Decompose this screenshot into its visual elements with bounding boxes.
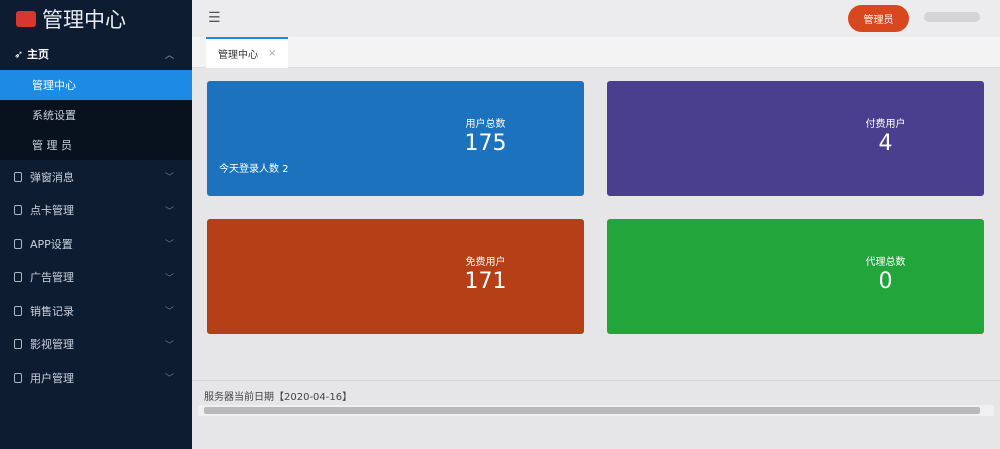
menu-label: 点卡管理: [30, 204, 74, 218]
menu-icon: [14, 272, 22, 283]
menu-chevron: ﹀: [164, 307, 174, 318]
main: ☰ 管理员 管理中心 × 用户总数 175 今天登录人数 2 付费用户 4 免费用户 171 代…: [192, 0, 1000, 449]
scrollbar[interactable]: [198, 405, 994, 416]
card-value: 175: [464, 131, 507, 156]
menu-chevron: ﹀: [164, 240, 174, 251]
menu-group[interactable]: 广告管理 ﹀: [0, 261, 192, 295]
tab[interactable]: 管理中心 ×: [206, 37, 289, 68]
card-label: 免费用户: [465, 257, 506, 268]
menu-chevron: ﹀: [164, 374, 174, 385]
card-label: 付费用户: [865, 119, 906, 130]
menu-icon: [14, 339, 22, 350]
logo-text: 管理中心: [42, 8, 126, 32]
menu-label: 广告管理: [30, 271, 74, 285]
stat-card: 付费用户 4: [607, 81, 984, 196]
menu-icon: [14, 171, 22, 182]
menu-toggle[interactable]: ☰: [208, 10, 221, 26]
submenu-item[interactable]: 管 理 员: [0, 130, 192, 160]
submenu-item[interactable]: 系统设置: [0, 100, 192, 130]
tab-bar: 管理中心 ×: [192, 37, 1000, 68]
menu-label: 弹窗消息: [30, 170, 74, 184]
admin-button[interactable]: 管理员: [848, 5, 909, 32]
menu-chevron: ﹀: [164, 206, 174, 217]
menu-chevron: ﹀: [164, 173, 174, 184]
sidebar: 管理中心 ➶ 主页 ︿ 管理中心 系统设置管 理 员弹窗消息 ﹀ 点卡管理 ﹀ APP设置 ﹀ 广…: [0, 0, 192, 449]
menu-group[interactable]: 影视管理 ﹀: [0, 328, 192, 362]
menu-icon: [14, 205, 22, 216]
tab-label: 管理中心: [218, 50, 258, 61]
menu-label: 主页: [27, 48, 50, 61]
menu-chevron: ﹀: [164, 273, 174, 284]
logo-icon: [16, 11, 36, 27]
menu-chevron: ﹀: [164, 340, 174, 351]
tab-close[interactable]: ×: [268, 48, 277, 59]
card-label: 用户总数: [465, 119, 506, 130]
card-value: 4: [878, 131, 893, 156]
submenu-item[interactable]: 管理中心: [0, 70, 192, 100]
stat-card: 用户总数 175 今天登录人数 2: [207, 81, 584, 196]
card-note: 今天登录人数 2: [219, 164, 289, 175]
menu-group[interactable]: 用户管理 ﹀: [0, 361, 192, 395]
stat-card: 免费用户 171: [207, 219, 584, 334]
menu-label: 用户管理: [30, 371, 74, 385]
footer: 服务器当前日期【2020-04-16】: [192, 380, 1000, 410]
user-name[interactable]: [924, 12, 980, 22]
menu-group[interactable]: 销售记录 ﹀: [0, 294, 192, 328]
menu-icon: [14, 372, 22, 383]
header: ☰ 管理员: [192, 0, 1000, 37]
menu-label: 影视管理: [30, 338, 74, 352]
menu-icon: ➶: [14, 47, 28, 61]
menu-label: APP设置: [30, 237, 73, 251]
menu-chevron: ︿: [164, 50, 174, 61]
menu-icon: [14, 305, 22, 316]
menu: ➶ 主页 ︿ 管理中心 系统设置管 理 员弹窗消息 ﹀ 点卡管理 ﹀ APP设置 ﹀ 广告管理 ﹀ 销…: [0, 38, 192, 395]
card-label: 代理总数: [865, 257, 906, 268]
menu-home[interactable]: ➶ 主页 ︿: [0, 38, 192, 70]
menu-group[interactable]: 弹窗消息 ﹀: [0, 160, 192, 194]
card-value: 171: [464, 269, 507, 294]
menu-label: 销售记录: [30, 304, 74, 318]
menu-icon: [14, 238, 22, 249]
menu-group[interactable]: 点卡管理 ﹀: [0, 194, 192, 228]
logo: 管理中心: [0, 0, 192, 38]
scroll-thumb[interactable]: [204, 407, 980, 414]
menu-group[interactable]: APP设置 ﹀: [0, 227, 192, 261]
card-value: 0: [878, 269, 893, 294]
stat-card: 代理总数 0: [607, 219, 984, 334]
